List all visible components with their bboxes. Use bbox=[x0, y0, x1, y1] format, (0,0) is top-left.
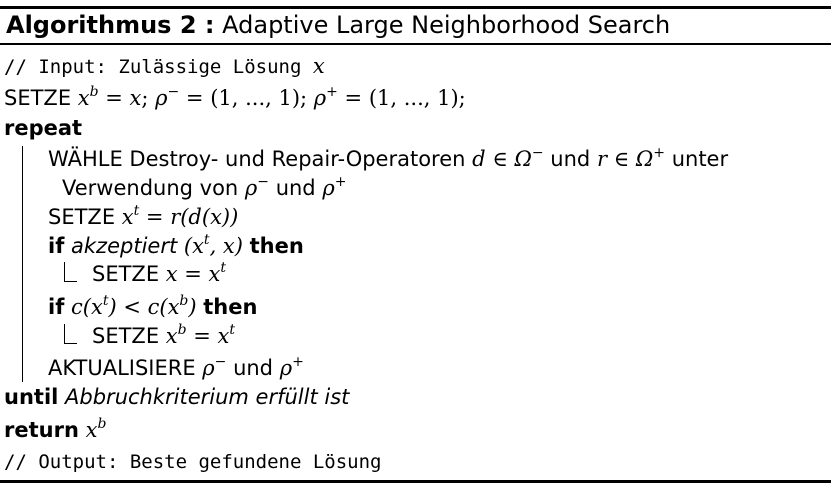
choose-operators-line: WÄHLE Destroy- und Repair-Operatoren d ∈… bbox=[48, 145, 729, 171]
if-accepted-line: if akzeptiert (xt, x) then bbox=[48, 232, 304, 258]
until-line: until Abbruchkriterium erfüllt ist bbox=[4, 385, 350, 409]
if-accepted-block-hook bbox=[64, 262, 77, 282]
top-rule bbox=[0, 6, 831, 9]
if-better-block-hook bbox=[64, 324, 77, 344]
if-accepted-body: SETZE x = xt bbox=[92, 260, 227, 286]
input-comment: // Input: Zulässige Lösung x bbox=[4, 54, 325, 78]
init-line: SETZE xb = x; ρ− = (1, ..., 1); ρ+ = (1,… bbox=[4, 84, 466, 110]
algorithm-label: Algorithmus 2 : bbox=[6, 11, 215, 39]
algorithm-name: Adaptive Large Neighborhood Search bbox=[222, 11, 671, 39]
repeat-keyword: repeat bbox=[4, 116, 83, 140]
algorithm-title: Algorithmus 2 : Adaptive Large Neighborh… bbox=[6, 8, 670, 42]
output-comment: // Output: Beste gefundene Lösung bbox=[4, 451, 382, 473]
setze-xt-line: SETZE xt = r(d(x)) bbox=[48, 203, 239, 229]
header-rule bbox=[0, 43, 831, 45]
choose-operators-continuation: Verwendung von ρ− und ρ+ bbox=[62, 174, 347, 200]
update-weights-line: AKTUALISIERE ρ− und ρ+ bbox=[48, 354, 304, 380]
bottom-rule bbox=[0, 480, 831, 483]
if-better-line: if c(xt) < c(xb) then bbox=[48, 293, 258, 319]
if-better-body: SETZE xb = xt bbox=[92, 322, 236, 348]
repeat-block-bar bbox=[22, 146, 23, 382]
return-line: return xb bbox=[4, 416, 107, 442]
